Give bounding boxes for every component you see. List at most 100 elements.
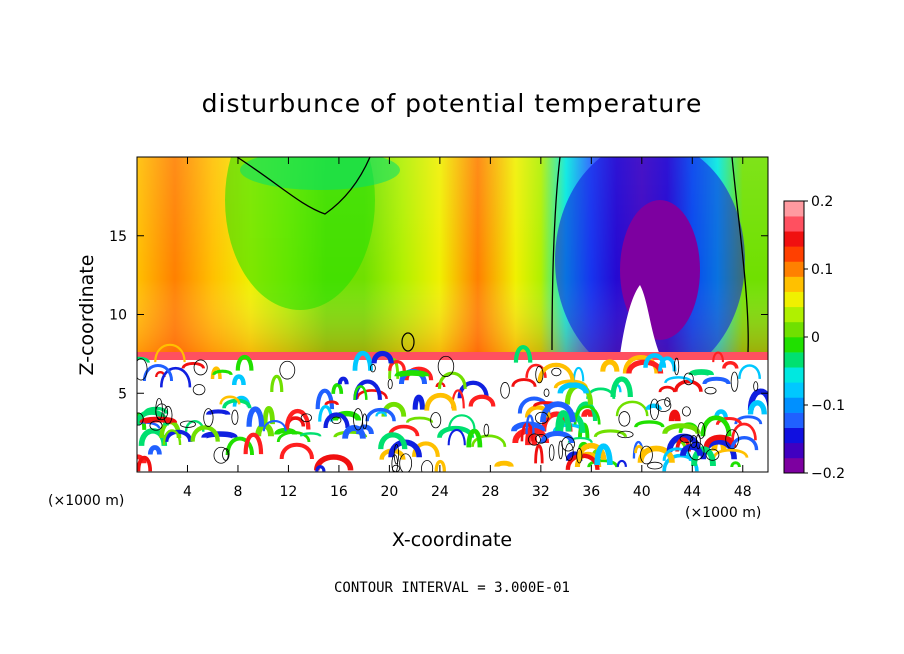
turbulence-stroke [658,385,676,393]
turbulence-contour [753,381,759,392]
x-unit-label: (×1000 m) [685,505,761,521]
turbulence-stroke [525,414,535,435]
turbulence-stroke [610,376,633,398]
y-tick-label: 5 [118,386,127,402]
turbulence-stroke [378,432,408,450]
turbulence-contour [213,446,229,464]
colorbar-tick-label: 0.2 [811,194,833,210]
turbulence-stroke [557,382,589,395]
y-tick-label: 15 [109,229,127,245]
x-tick-label: 4 [183,484,192,500]
turbulence-stroke [315,388,335,410]
x-tick-label: 12 [280,484,298,500]
turbulence-contour [565,443,574,461]
contour-upper-dip [236,157,371,215]
x-tick-label: 28 [481,484,499,500]
turbulence-stroke [702,376,731,385]
turbulence-stroke [634,420,665,428]
x-ticks: 4 8 12 16 20 24 28 32 36 40 44 48 [183,157,752,500]
turbulence-stroke [405,416,434,424]
turbulence-contour [387,378,393,390]
turbulence-contour [640,445,653,465]
turbulence-stroke [673,379,703,393]
colorbar-swatch [784,246,804,262]
turbulence-contour [548,444,555,461]
x-tick-label: 40 [633,484,651,500]
turbulence-contour [704,386,717,395]
turbulence-stroke [712,448,749,459]
turbulence-stroke [142,364,174,382]
turbulence-contour [528,433,541,446]
turbulence-stroke [355,389,388,400]
turbulence-contour [535,433,547,444]
turbulence-contour [695,434,701,450]
turbulence-stroke [159,367,192,388]
turbulence-stroke [600,359,620,372]
turbulence-stroke [315,465,326,472]
turbulence-contour [231,409,239,425]
turbulence-stroke [262,420,287,432]
turbulence-contour [137,412,144,426]
turbulence-contour [647,461,663,470]
turbulence-stroke [342,425,366,440]
colorbar-swatch [784,382,804,398]
green-cap [240,157,400,190]
colorbar-tick-label: 0 [811,330,820,346]
turbulence-stroke [353,385,368,400]
turbulence-contour [535,365,544,384]
turbulence-stroke [581,409,594,418]
turbulence-contour [673,357,680,376]
colorbar-swatch [784,231,804,247]
turbulence-stroke [235,354,254,371]
y-ticks: 5 10 15 [109,229,768,402]
turbulence-contour [679,434,694,443]
turbulence-stroke [700,415,732,437]
turbulence-contour [163,405,173,425]
chart-title: disturbunce of potential temperature [202,89,703,118]
interface-band [137,352,768,360]
turbulence-stroke [352,350,373,371]
turbulence-stroke [734,415,763,425]
colorbar [784,201,804,474]
turbulence-contour [500,382,510,399]
turbulence-contour [155,397,163,421]
turbulence-contour [543,388,550,397]
colorbar-swatch [784,412,804,428]
turbulence-contour [618,411,631,427]
turbulence-contour [203,408,214,428]
turbulence-stroke [365,407,396,422]
colorbar-swatch [784,352,804,368]
contour-interval-note: CONTOUR INTERVAL = 3.000E-01 [334,580,570,596]
turbulence-stroke [637,445,675,464]
contour-right-cold [731,157,749,353]
colorbar-ticks: 0.2 0.1 0 −0.1 −0.2 [804,194,845,482]
turbulence-stroke [388,360,406,371]
turbulence-stroke [162,429,182,446]
contour-small-loop [401,332,415,352]
turbulence-stroke [323,412,350,429]
turbulence-stroke [394,370,430,380]
turbulence-stroke [331,382,344,395]
turbulence-stroke [534,444,544,464]
turbulence-stroke [688,369,714,377]
turbulence-stroke [466,428,483,448]
turbulence-contour [300,413,312,423]
turbulence-contour [664,397,671,407]
turbulence-stroke [262,405,275,425]
turbulence-stroke [190,425,220,442]
turbulence-stroke [616,459,627,468]
x-tick-label: 36 [582,484,600,500]
turbulence-stroke [576,442,607,461]
turbulence-stroke [447,414,476,430]
turbulence-stroke [730,435,759,451]
turbulence-stroke [212,369,233,376]
turbulence-stroke [154,343,186,363]
turbulence-contour [149,420,163,431]
turbulence-stroke [565,453,600,471]
turbulence-contour [393,444,400,465]
turbulence-stroke [662,423,701,435]
turbulence-stroke [587,459,619,468]
turbulence-stroke [662,447,692,462]
turbulence-stroke [747,400,767,415]
turbulence-contour [222,448,230,461]
